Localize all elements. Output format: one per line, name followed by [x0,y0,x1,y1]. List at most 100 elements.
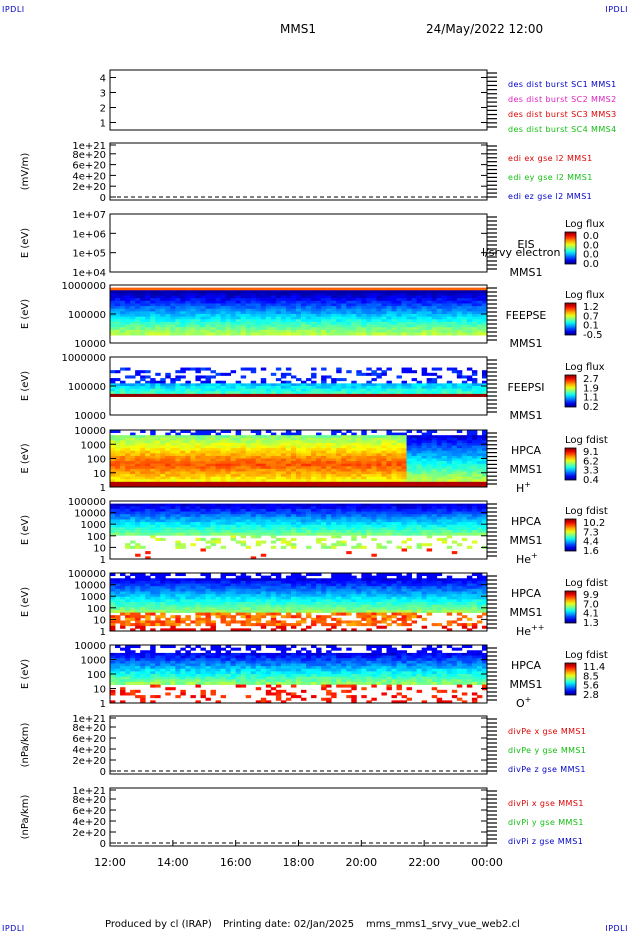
heatmap-cell [311,298,317,302]
heatmap-cell [426,468,433,472]
heatmap-cell [336,535,342,539]
heatmap-cell [140,609,146,613]
heatmap-cell [140,292,146,296]
heatmap-cell [270,327,277,331]
heatmap-cell [245,455,252,459]
heatmap-cell [175,578,181,582]
heatmap-cell [416,476,423,480]
heatmap-cell [115,607,121,611]
heatmap-cell [170,623,176,627]
heatmap-cell [336,508,342,512]
heatmap-cell [110,602,116,606]
heatmap-cell [245,303,252,307]
heatmap-cell [386,458,392,462]
heatmap-cell [471,455,478,459]
heatmap-cell [466,308,473,312]
heatmap-cell [260,324,267,328]
heatmap-cell [130,386,136,390]
heatmap-cell [406,388,412,392]
heatmap-cell [476,463,483,467]
heatmap-cell [225,455,232,459]
heatmap-cell [361,476,367,480]
heatmap-cell [411,514,418,518]
heatmap-cell [376,383,382,387]
heatmap-cell [396,300,402,304]
heatmap-cell [411,481,418,485]
heatmap-cell [210,437,216,441]
heatmap-cell [140,437,146,441]
heatmap-cell [391,527,397,531]
heatmap-cell [155,578,161,582]
heatmap-cell [215,514,221,518]
heatmap-cell [110,311,116,315]
heatmap-cell [170,321,176,325]
heatmap-cell [346,484,352,488]
instrument-label: FEEPSI [507,381,544,394]
heatmap-cell [446,468,453,472]
heatmap-cell [336,524,342,528]
heatmap-cell [481,316,488,320]
heatmap-cell [120,380,126,384]
heatmap-cell [250,481,257,485]
heatmap-cell [451,508,458,512]
heatmap-cell [110,463,116,467]
heatmap-cell [336,543,342,547]
heatmap-cell [255,437,262,441]
heatmap-cell [140,453,146,457]
heatmap-cell [185,532,191,536]
heatmap-cell [321,519,327,523]
heatmap-cell [150,516,156,520]
heatmap-cell [301,442,307,446]
heatmap-cell [110,508,116,512]
heatmap-cell [120,324,126,328]
heatmap-cell [306,306,312,310]
heatmap-cell [195,375,201,379]
heatmap-cell [366,448,372,452]
heatmap-cell [321,524,327,528]
heatmap-cell [471,527,478,531]
heatmap-cell [120,458,126,462]
heatmap-cell [195,321,201,325]
heatmap-cell [160,516,166,520]
heatmap-cell [406,530,412,534]
heatmap-cell [411,370,418,374]
heatmap-cell [326,450,332,454]
heatmap-cell [431,314,438,318]
heatmap-cell [250,393,257,397]
heatmap-cell [140,545,146,549]
ytick-label: 100 [87,455,106,466]
heatmap-cell [431,448,438,452]
heatmap-cell [316,298,322,302]
heatmap-cell [461,514,468,518]
heatmap-cell [280,393,287,397]
heatmap-cell [155,591,161,595]
heatmap-cell [225,329,232,333]
heatmap-cell [386,314,392,318]
heatmap-cell [386,437,392,441]
heatmap-cell [150,479,156,483]
heatmap-cell [125,607,131,611]
heatmap-cell [396,295,402,299]
heatmap-cell [386,455,392,459]
heatmap-cell [200,287,206,291]
heatmap-cell [436,468,443,472]
heatmap-cell [110,386,116,390]
heatmap-cell [110,623,116,627]
heatmap-cell [295,308,302,312]
heatmap-cell [341,388,347,392]
heatmap-cell [316,508,322,512]
heatmap-cell [130,484,136,488]
heatmap-cell [290,511,297,515]
heatmap-cell [285,468,292,472]
heatmap-cell [301,524,307,528]
heatmap-cell [210,316,216,320]
heatmap-cell [125,298,131,302]
heatmap-cell [190,516,196,520]
heatmap-cell [165,609,171,613]
heatmap-cell [426,442,433,446]
heatmap-cell [371,463,377,467]
heatmap-cell [150,602,156,606]
heatmap-cell [150,306,156,310]
heatmap-cell [476,332,483,336]
heatmap-cell [275,292,282,296]
